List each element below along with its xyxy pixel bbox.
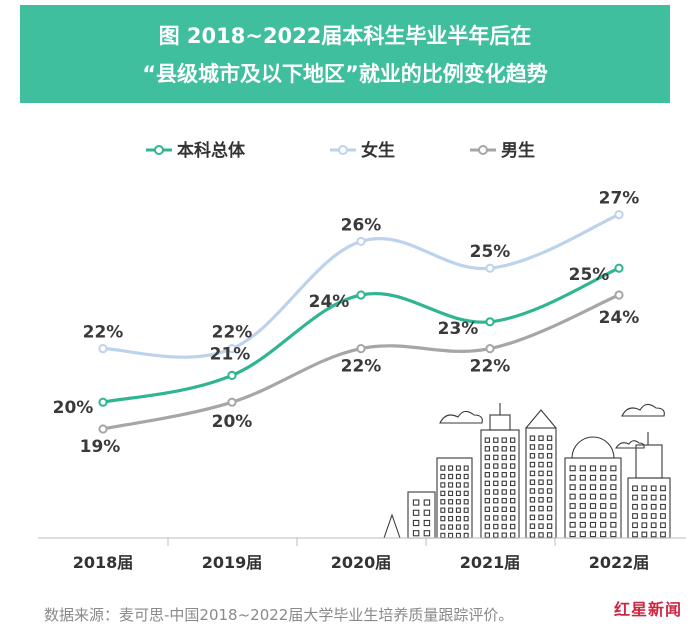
city-skyline-illustration: [380, 403, 672, 539]
data-label-s3-5: 24%: [599, 308, 640, 328]
data-label-s1-3: 24%: [309, 292, 350, 312]
data-point-s3-3: [356, 344, 366, 354]
data-label-s1-4: 23%: [438, 319, 479, 339]
data-point-s2-1: [98, 344, 108, 354]
x-tick-label-2019届: 2019届: [202, 553, 263, 572]
legend: 本科总体 女生 男生: [146, 140, 535, 161]
x-axis: 2018届 2019届 2020届 2021届 2022届: [38, 537, 686, 572]
legend-marker-1: [154, 145, 164, 155]
chart-title-line-2: “县级城市及以下地区”就业的比例变化趋势: [142, 62, 548, 86]
title-banner: 图 2018~2022届本科生毕业半年后在 “县级城市及以下地区”就业的比例变化…: [20, 5, 670, 103]
legend-marker-3: [478, 145, 488, 155]
chart-title-line-1: 图 2018~2022届本科生毕业半年后在: [158, 24, 532, 48]
data-point-s1-3: [356, 290, 366, 300]
data-label-s3-1: 19%: [80, 437, 121, 457]
legend-item-2: 女生: [330, 140, 395, 161]
data-point-s3-4: [485, 344, 495, 354]
x-tick-label-2022届: 2022届: [589, 553, 650, 572]
data-label-s2-2: 22%: [212, 323, 253, 343]
data-point-s1-4: [485, 317, 495, 327]
data-source-note: 数据来源：麦可思-中国2018~2022届大学毕业生培养质量跟踪评价。: [44, 606, 514, 624]
series-lines: [98, 210, 624, 434]
data-point-s2-3: [356, 236, 366, 246]
legend-item-3: 男生: [470, 140, 535, 161]
data-point-s1-1: [98, 397, 108, 407]
data-label-s2-3: 26%: [341, 215, 382, 235]
data-label-s2-1: 22%: [83, 323, 124, 343]
x-tick-label-2018届: 2018届: [73, 553, 134, 572]
data-label-s3-2: 20%: [212, 412, 253, 432]
data-point-s2-4: [485, 263, 495, 273]
data-point-s2-5: [614, 210, 624, 220]
data-point-s3-2: [227, 397, 237, 407]
legend-marker-2: [338, 145, 348, 155]
data-label-s3-4: 22%: [470, 357, 511, 377]
data-label-s2-5: 27%: [599, 189, 640, 209]
data-point-s3-1: [98, 424, 108, 434]
data-label-s2-4: 25%: [470, 242, 511, 262]
x-tick-label-2021届: 2021届: [460, 553, 521, 572]
series-line-2: [102, 213, 620, 359]
data-label-s1-5: 25%: [569, 265, 610, 285]
data-point-s3-5: [614, 290, 624, 300]
x-tick-label-2020届: 2020届: [331, 553, 392, 572]
data-point-s1-2: [227, 370, 237, 380]
data-labels: 20% 21% 24% 23% 25% 22% 22% 26% 25% 27% 19% 20% 22% 2…: [53, 189, 640, 457]
data-point-s1-5: [614, 263, 624, 273]
data-label-s3-3: 22%: [341, 357, 382, 377]
data-label-s1-1: 20%: [53, 398, 94, 418]
legend-label-2: 女生: [361, 140, 395, 161]
legend-label-3: 男生: [501, 140, 535, 161]
legend-item-1: 本科总体: [146, 140, 246, 161]
data-label-s1-2: 21%: [210, 344, 251, 364]
data-point-s2-2: [227, 344, 237, 354]
series-line-1: [102, 266, 620, 404]
legend-label-1: 本科总体: [177, 140, 246, 161]
watermark-logo: 红星新闻: [613, 600, 682, 619]
